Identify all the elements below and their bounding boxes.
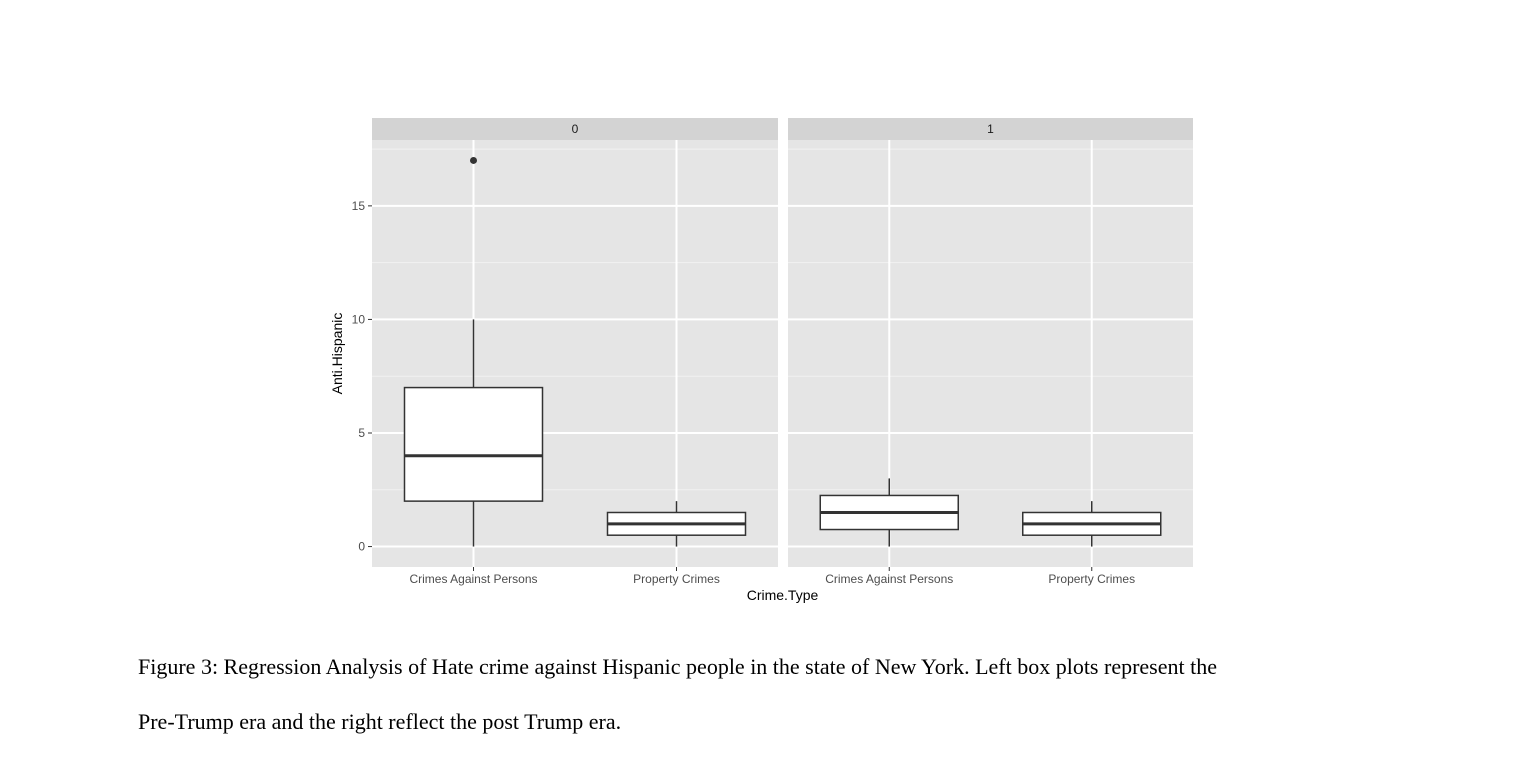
facet-strip bbox=[788, 118, 1193, 140]
x-tick-label: Property Crimes bbox=[633, 572, 720, 586]
panel-background bbox=[372, 140, 778, 567]
x-axis-title: Crime.Type bbox=[747, 587, 819, 603]
x-tick-label: Crimes Against Persons bbox=[409, 572, 537, 586]
chart: 0 Crimes Against Persons Property Crimes 1 C… bbox=[329, 118, 1193, 603]
figure-caption-line-2: Pre-Trump era and the right reflect the … bbox=[138, 709, 622, 734]
x-tick-label: Crimes Against Persons bbox=[825, 572, 953, 586]
chart-plot-area: 0 Crimes Against Persons Property Crimes 1 C… bbox=[329, 118, 1193, 603]
box bbox=[403, 386, 544, 502]
outlier-point bbox=[470, 156, 477, 164]
x-tick-label: Property Crimes bbox=[1048, 572, 1135, 586]
y-axis-title: Anti.Hispanic bbox=[329, 313, 345, 395]
facet-strip-label: 1 bbox=[987, 122, 994, 136]
facet-strip bbox=[372, 118, 778, 140]
facet-strip-label: 0 bbox=[572, 122, 579, 136]
y-tick-label: 15 bbox=[352, 199, 366, 213]
y-tick-label: 5 bbox=[358, 426, 365, 440]
y-tick-label: 10 bbox=[352, 312, 366, 326]
y-tick-label: 0 bbox=[358, 540, 365, 554]
figure-caption-line-1: Figure 3: Regression Analysis of Hate cr… bbox=[138, 654, 1217, 679]
